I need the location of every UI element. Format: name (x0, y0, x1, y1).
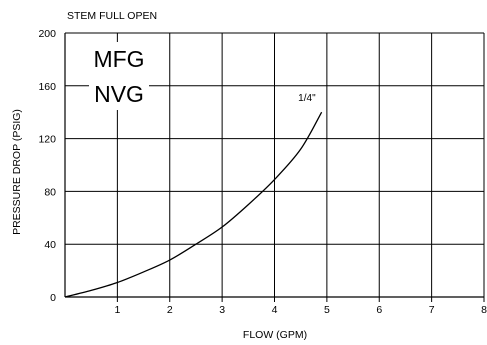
x-tick-label: 5 (324, 304, 330, 316)
y-tick-label: 120 (38, 134, 56, 146)
y-tick-label: 160 (38, 81, 56, 93)
x-tick-label: 7 (429, 304, 435, 316)
chart-header-note: STEM FULL OPEN (67, 10, 157, 22)
x-tick-label: 4 (272, 304, 278, 316)
y-tick-label: 40 (44, 239, 56, 251)
series-layer: 1/4" (64, 93, 323, 298)
series-label: 1/4" (298, 93, 316, 104)
x-tick-label: 6 (376, 304, 382, 316)
badge-background (89, 42, 149, 110)
y-tick-label: 80 (44, 186, 56, 198)
x-tick-label: 2 (167, 304, 173, 316)
x-tick-label: 8 (481, 304, 487, 316)
y-axis-title: PRESSURE DROP (PSIG) (11, 109, 23, 235)
x-tick-label: 3 (219, 304, 225, 316)
badge-line-1: MFG (93, 46, 144, 72)
axes (64, 33, 485, 302)
x-tick-label: 1 (114, 304, 120, 316)
series-line (64, 111, 323, 298)
badge-line-2: NVG (94, 81, 144, 107)
x-axis-title: FLOW (GPM) (243, 329, 307, 341)
y-tick-label: 200 (38, 28, 56, 40)
y-tick-label: 0 (50, 292, 56, 304)
